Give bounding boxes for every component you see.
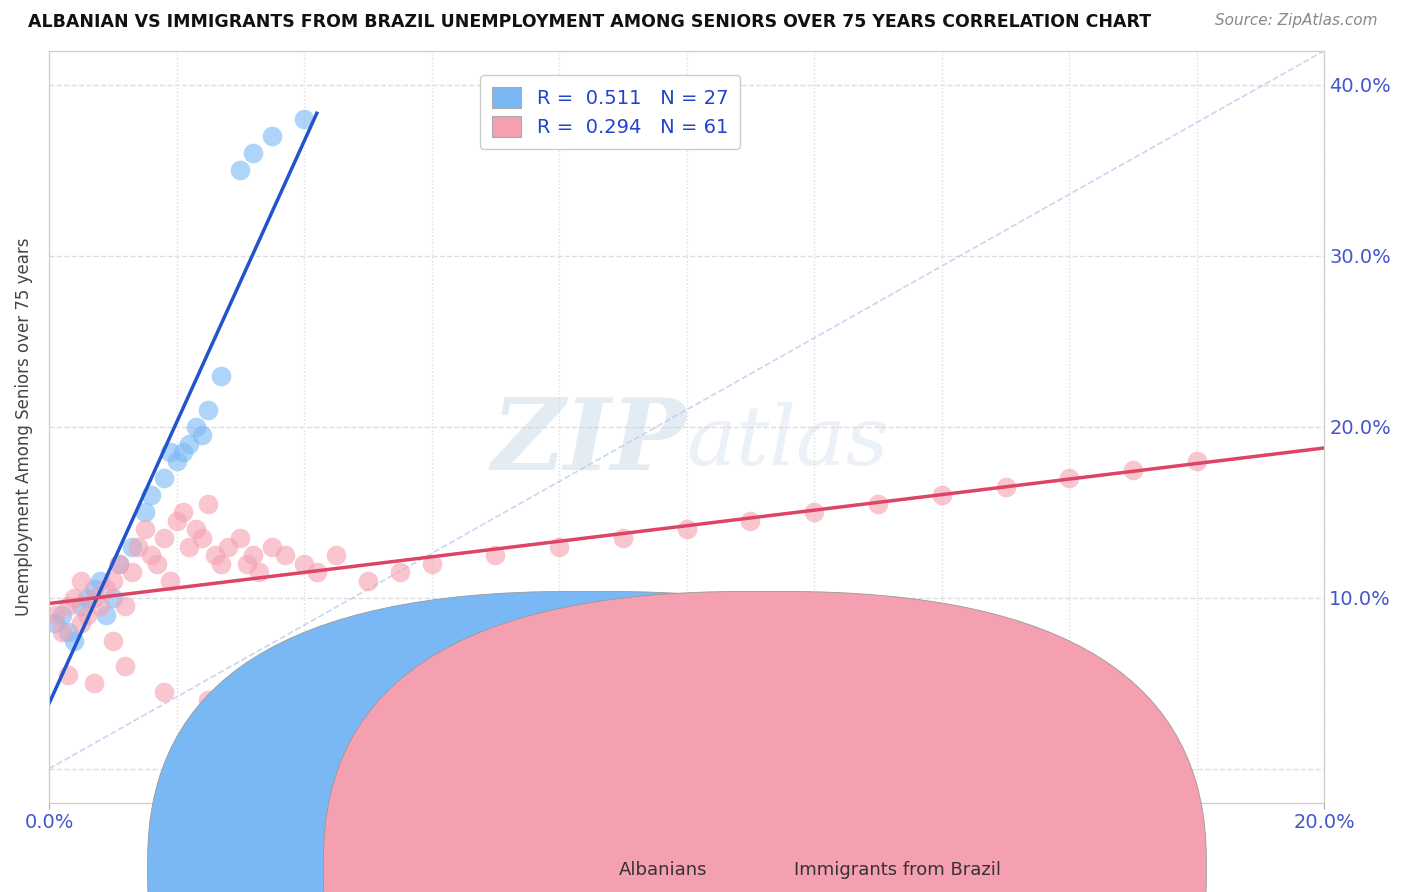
Point [191,531,214,545]
Point [229,702,252,716]
Text: Immigrants from Brazil: Immigrants from Brazil [794,861,1001,879]
Point [166,514,188,528]
Point [63,633,86,648]
Point [197,402,219,417]
Point [159,574,181,588]
Point [209,368,232,383]
Point [357,574,380,588]
Point [166,454,188,468]
Point [83,582,105,597]
Point [866,497,889,511]
Point [274,548,297,562]
Point [89,599,111,614]
Point [1185,454,1208,468]
Point [70,616,93,631]
Y-axis label: Unemployment Among Seniors over 75 years: Unemployment Among Seniors over 75 years [15,237,32,616]
Point [262,129,284,144]
Point [740,514,762,528]
Point [51,607,73,622]
Point [229,163,252,178]
Point [191,428,214,442]
Point [1122,462,1144,476]
Point [242,146,264,161]
Point [76,607,98,622]
Point [127,540,149,554]
Text: Albanians: Albanians [619,861,707,879]
Point [96,607,118,622]
Point [197,693,219,707]
Point [101,574,124,588]
Point [388,565,411,579]
Point [217,540,239,554]
Point [184,420,207,434]
Point [484,548,506,562]
Point [139,488,162,502]
Point [70,599,93,614]
Point [292,710,315,724]
Point [179,540,201,554]
Point [159,445,181,459]
Point [121,540,143,554]
Point [96,582,118,597]
Point [56,667,79,681]
Point [262,540,284,554]
Point [420,557,443,571]
Point [83,676,105,690]
Point [76,591,98,605]
Point [108,557,131,571]
Point [242,548,264,562]
Point [803,505,825,519]
Point [139,548,162,562]
Text: Source: ZipAtlas.com: Source: ZipAtlas.com [1215,13,1378,29]
Point [292,112,315,126]
Point [172,505,194,519]
Text: atlas: atlas [686,402,889,482]
Point [209,557,232,571]
Point [51,625,73,640]
Point [101,591,124,605]
Point [152,685,174,699]
Point [56,625,79,640]
Point [204,548,226,562]
Point [229,531,252,545]
Text: ZIP: ZIP [492,393,686,490]
Point [179,437,201,451]
Point [325,548,347,562]
Point [197,497,219,511]
Point [44,616,66,631]
Point [305,565,328,579]
Point [548,540,571,554]
Point [235,557,257,571]
Point [114,599,136,614]
Point [612,531,634,545]
Point [292,557,315,571]
Point [134,523,156,537]
Point [108,557,131,571]
Point [89,574,111,588]
Point [675,523,697,537]
Point [70,574,93,588]
Point [134,505,156,519]
Point [249,565,271,579]
Legend: R =  0.511   N = 27, R =  0.294   N = 61: R = 0.511 N = 27, R = 0.294 N = 61 [481,76,740,149]
Point [114,659,136,673]
Point [44,607,66,622]
Point [121,565,143,579]
Point [83,591,105,605]
Point [152,471,174,485]
Point [1059,471,1081,485]
Point [63,591,86,605]
Point [184,523,207,537]
Point [931,488,953,502]
Point [172,445,194,459]
Point [152,531,174,545]
Point [146,557,169,571]
Text: ALBANIAN VS IMMIGRANTS FROM BRAZIL UNEMPLOYMENT AMONG SENIORS OVER 75 YEARS CORR: ALBANIAN VS IMMIGRANTS FROM BRAZIL UNEMP… [28,13,1152,31]
Point [994,480,1017,494]
Point [56,599,79,614]
Point [101,633,124,648]
